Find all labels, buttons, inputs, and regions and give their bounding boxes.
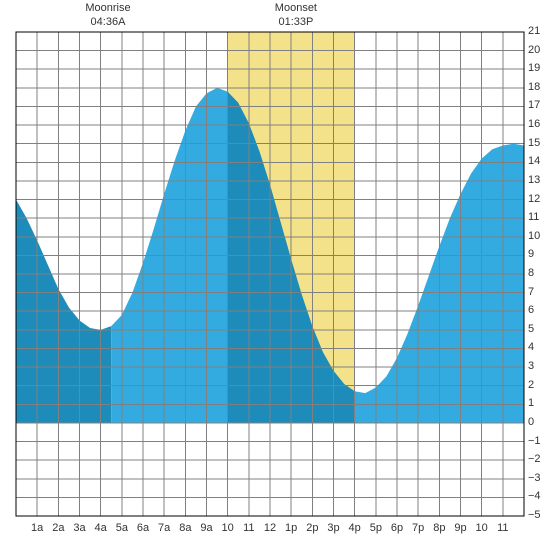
y-tick: 18 xyxy=(528,81,540,93)
y-tick: 4 xyxy=(528,341,534,353)
x-tick: 6p xyxy=(391,522,403,534)
x-tick: 10 xyxy=(476,522,488,534)
x-tick: 7p xyxy=(412,522,424,534)
x-tick: 5a xyxy=(116,522,128,534)
x-tick: 12 xyxy=(264,522,276,534)
y-tick: 16 xyxy=(528,118,540,130)
y-tick: 14 xyxy=(528,155,540,167)
x-tick: 10 xyxy=(222,522,234,534)
tide-chart: Moonrise 04:36A Moonset 01:33P −5 −4 −3 −2 −… xyxy=(0,0,550,550)
y-tick: −2 xyxy=(528,453,541,465)
moonset-label: Moonset xyxy=(275,2,317,16)
y-tick: −3 xyxy=(528,472,541,484)
x-tick: 2a xyxy=(52,522,64,534)
y-tick: −4 xyxy=(528,490,541,502)
y-tick: 20 xyxy=(528,44,540,56)
y-tick: 5 xyxy=(528,323,534,335)
x-tick: 8p xyxy=(433,522,445,534)
tide-chart-svg xyxy=(0,0,550,550)
x-tick: 9a xyxy=(200,522,212,534)
y-tick: −1 xyxy=(528,435,541,447)
x-tick: 3p xyxy=(327,522,339,534)
moonrise-annotation: Moonrise 04:36A xyxy=(85,2,130,30)
y-tick: 12 xyxy=(528,193,540,205)
y-tick: 6 xyxy=(528,304,534,316)
y-tick: 11 xyxy=(528,211,539,223)
x-tick: 9p xyxy=(454,522,466,534)
x-tick: 6a xyxy=(137,522,149,534)
x-tick: 8a xyxy=(179,522,191,534)
x-tick: 2p xyxy=(306,522,318,534)
y-tick: 21 xyxy=(528,25,540,37)
y-tick: 8 xyxy=(528,267,534,279)
y-tick: 9 xyxy=(528,248,534,260)
moonset-annotation: Moonset 01:33P xyxy=(275,2,317,30)
x-tick: 1a xyxy=(31,522,43,534)
x-tick: 5p xyxy=(370,522,382,534)
x-tick: 1p xyxy=(285,522,297,534)
moonrise-label: Moonrise xyxy=(85,2,130,16)
x-tick: 4p xyxy=(349,522,361,534)
y-tick: 13 xyxy=(528,174,540,186)
x-tick: 7a xyxy=(158,522,170,534)
y-tick: 10 xyxy=(528,230,540,242)
y-tick: 17 xyxy=(528,99,540,111)
y-tick: 7 xyxy=(528,286,534,298)
x-tick: 3a xyxy=(73,522,85,534)
y-tick: 1 xyxy=(528,397,534,409)
y-tick: 2 xyxy=(528,379,534,391)
moonset-time: 01:33P xyxy=(275,16,317,30)
y-tick: 0 xyxy=(528,416,534,428)
y-tick: −5 xyxy=(528,509,541,521)
x-tick: 11 xyxy=(497,522,508,534)
y-tick: 3 xyxy=(528,360,534,372)
y-tick: 15 xyxy=(528,137,540,149)
moonrise-time: 04:36A xyxy=(85,16,130,30)
x-tick: 11 xyxy=(243,522,254,534)
y-tick: 19 xyxy=(528,62,540,74)
x-tick: 4a xyxy=(95,522,107,534)
